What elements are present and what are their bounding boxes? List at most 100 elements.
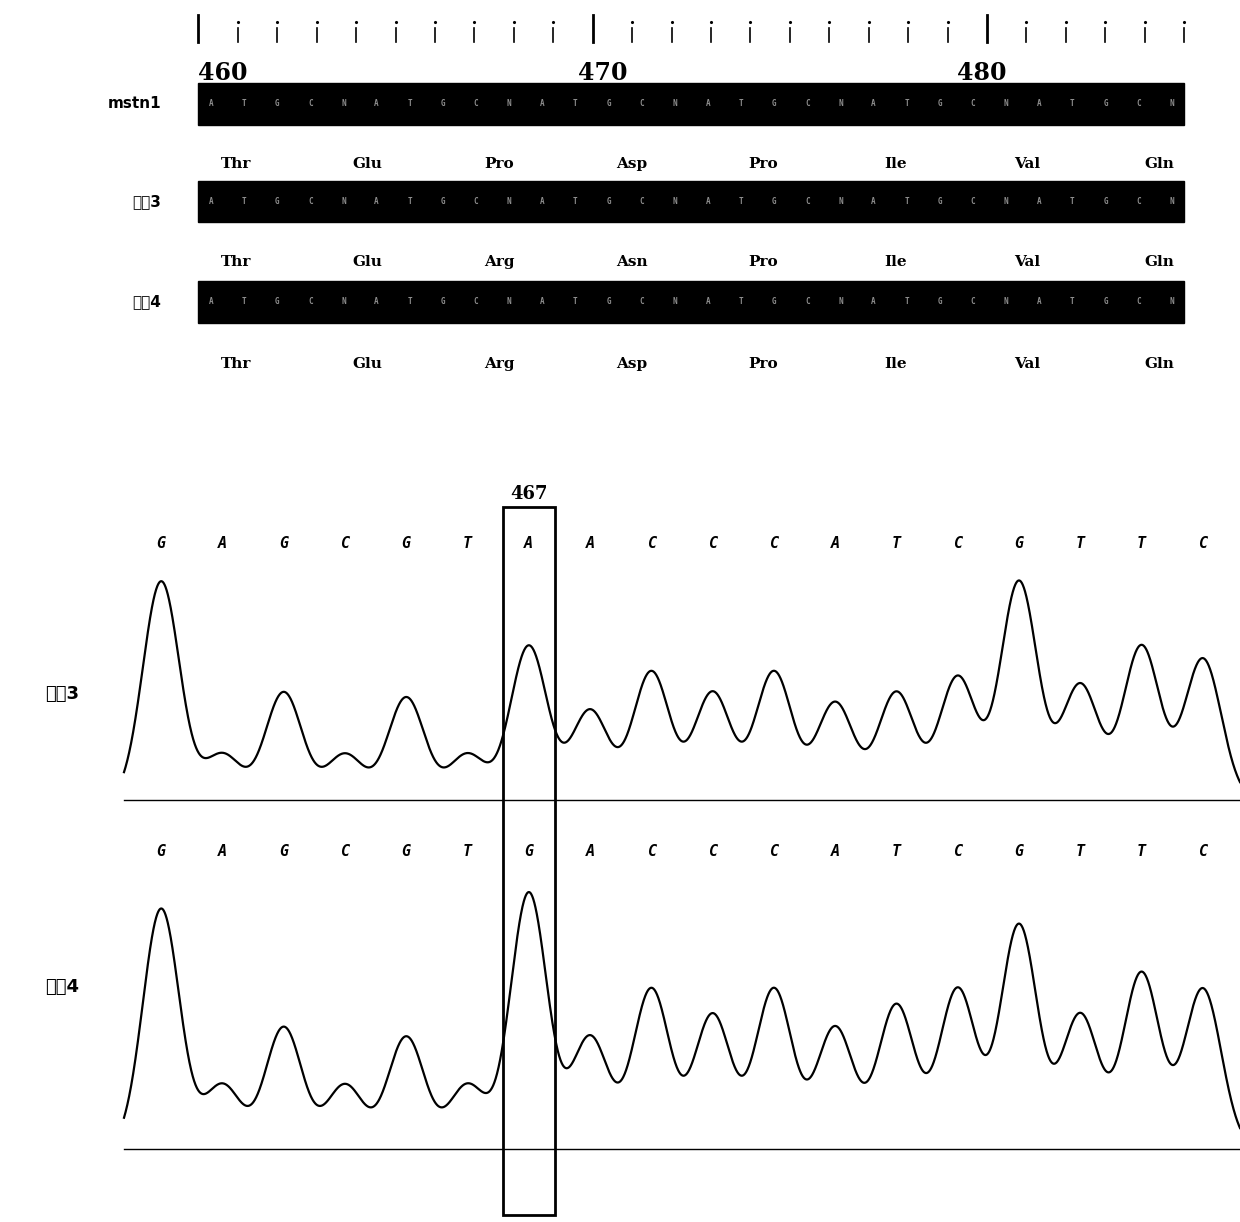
Text: N: N [1169,297,1174,307]
Text: A: A [706,99,711,109]
Text: A: A [1037,297,1042,307]
Text: T: T [1070,99,1075,109]
Text: N: N [1169,99,1174,109]
Text: A: A [374,99,378,109]
Text: C: C [769,536,779,551]
Text: A: A [539,99,544,109]
Text: G: G [275,197,279,207]
Text: G: G [440,197,445,207]
Text: Glu: Glu [352,254,382,269]
Text: Gln: Gln [1145,357,1174,371]
Text: Arg: Arg [485,357,515,371]
Text: C: C [474,197,479,207]
Text: C: C [805,197,810,207]
Text: A: A [706,197,711,207]
Text: Thr: Thr [221,357,250,371]
Text: N: N [838,297,843,307]
Text: A: A [539,197,544,207]
Text: C: C [640,297,644,307]
Text: Ile: Ile [884,156,906,171]
Text: T: T [739,297,743,307]
Text: G: G [606,297,611,307]
Text: A: A [1037,99,1042,109]
Text: G: G [1014,536,1023,551]
Text: A: A [585,536,595,551]
Text: A: A [872,197,875,207]
Text: G: G [1104,197,1107,207]
Text: T: T [1137,536,1146,551]
Text: T: T [242,197,247,207]
Text: C: C [805,99,810,109]
Text: Glu: Glu [352,156,382,171]
Text: C: C [769,844,779,859]
Text: A: A [374,197,378,207]
Text: 460: 460 [198,61,248,86]
Text: T: T [904,297,909,307]
Text: N: N [507,197,511,207]
Text: C: C [1136,197,1141,207]
Text: C: C [1136,297,1141,307]
Text: G: G [156,536,166,551]
Text: G: G [937,197,942,207]
Text: Gln: Gln [1145,156,1174,171]
Text: A: A [208,99,213,109]
Text: mstn1: mstn1 [108,97,161,111]
Text: N: N [1004,99,1008,109]
Text: Glu: Glu [352,357,382,371]
Text: G: G [402,844,410,859]
Text: G: G [606,99,611,109]
Text: G: G [156,844,166,859]
Text: A: A [208,297,213,307]
Text: A: A [831,536,839,551]
Text: 家獳4: 家獳4 [45,979,79,996]
Text: 家獳3: 家獳3 [133,194,161,209]
Text: T: T [892,536,901,551]
Text: C: C [474,297,479,307]
Text: T: T [739,197,743,207]
Text: N: N [507,99,511,109]
Text: 470: 470 [578,61,627,86]
Text: A: A [218,844,227,859]
Text: G: G [771,297,776,307]
Text: 家獳4: 家獳4 [133,295,161,309]
Bar [502,507,554,1215]
Text: T: T [242,99,247,109]
Bar [198,281,1184,323]
Text: N: N [672,297,677,307]
Text: T: T [407,297,412,307]
Text: G: G [606,197,611,207]
Text: C: C [971,297,976,307]
Text: N: N [672,197,677,207]
Text: G: G [279,844,289,859]
Text: C: C [1136,99,1141,109]
Text: Gln: Gln [1145,254,1174,269]
Text: C: C [954,844,962,859]
Text: G: G [279,536,289,551]
Text: T: T [1070,297,1075,307]
Text: C: C [308,197,312,207]
Text: T: T [407,197,412,207]
Text: G: G [440,99,445,109]
Text: Val: Val [1014,156,1040,171]
Text: Val: Val [1014,357,1040,371]
Bar [198,181,1184,222]
Text: Pro: Pro [485,156,515,171]
Text: G: G [525,844,533,859]
Text: N: N [838,197,843,207]
Text: Ile: Ile [884,357,906,371]
Text: Thr: Thr [221,156,250,171]
Text: G: G [771,99,776,109]
Text: T: T [573,99,578,109]
Text: C: C [708,536,717,551]
Text: T: T [242,297,247,307]
Text: C: C [341,844,350,859]
Text: T: T [904,99,909,109]
Text: A: A [525,536,533,551]
Text: N: N [672,99,677,109]
Text: T: T [904,197,909,207]
Text: N: N [507,297,511,307]
Text: Pro: Pro [749,357,779,371]
Text: N: N [1169,197,1174,207]
Text: A: A [374,297,378,307]
Text: A: A [539,297,544,307]
